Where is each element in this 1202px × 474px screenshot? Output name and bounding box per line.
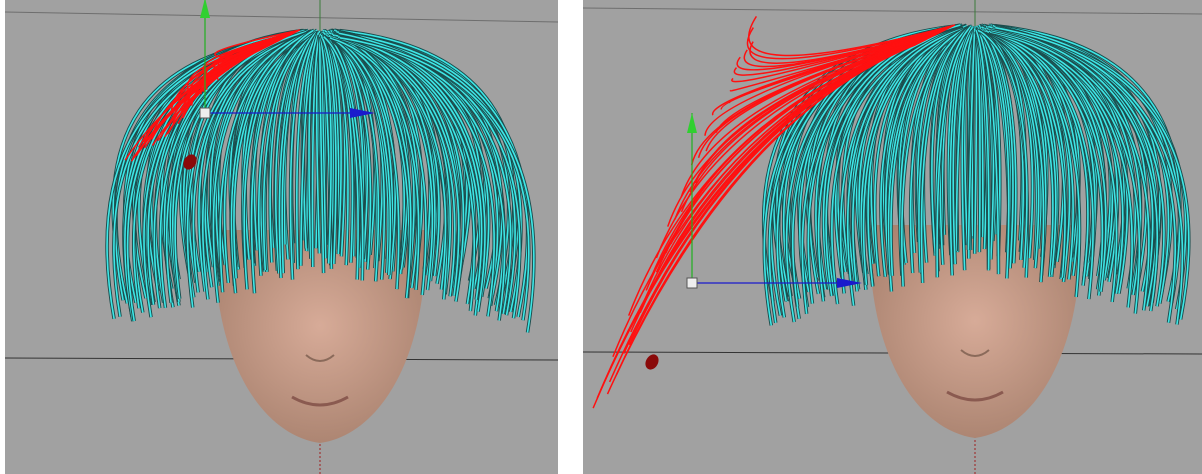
gizmo-center (687, 278, 697, 288)
viewport-right (583, 0, 1202, 474)
screenshot (0, 0, 1202, 474)
viewport-left (5, 0, 558, 474)
gizmo-center (200, 108, 210, 118)
